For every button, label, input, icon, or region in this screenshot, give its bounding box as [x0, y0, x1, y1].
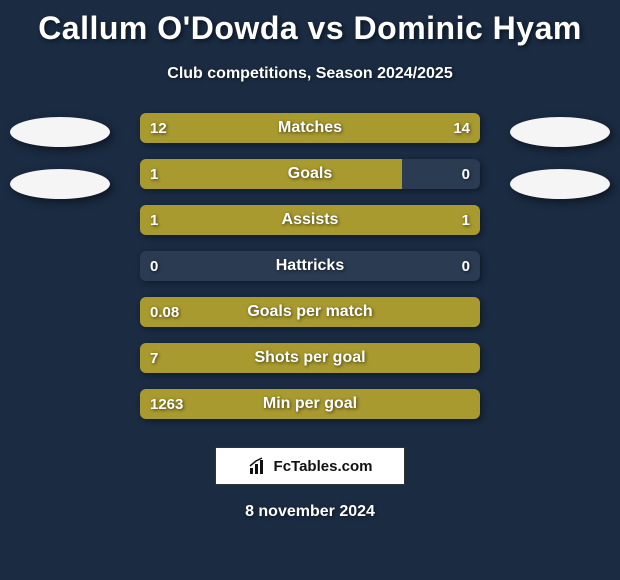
stat-row: Hattricks0 0: [140, 251, 480, 281]
comparison-chart: Matches1214Goals10Assists11Hattricks00Go…: [0, 113, 620, 419]
stat-row: Assists11: [140, 205, 480, 235]
club-logo-placeholder: [510, 117, 610, 147]
stat-row: Goals10: [140, 159, 480, 189]
chart-icon: [248, 456, 268, 476]
club-logo-placeholder: [10, 117, 110, 147]
stat-value-right: 0: [462, 251, 470, 281]
stat-row: Shots per goal7: [140, 343, 480, 373]
stat-value-right: 0: [462, 159, 470, 189]
stat-value-left: 0: [150, 251, 158, 281]
stat-row: Goals per match0.08: [140, 297, 480, 327]
bar-fill-left: [140, 343, 480, 373]
bar-fill-right: [310, 205, 480, 235]
club-logo-placeholder: [10, 169, 110, 199]
stat-row: Matches1214: [140, 113, 480, 143]
bars-container: Matches1214Goals10Assists11Hattricks00Go…: [140, 113, 480, 419]
bar-fill-left: [140, 297, 480, 327]
bar-fill-left: [140, 113, 296, 143]
credit-badge: FcTables.com: [215, 447, 405, 485]
subtitle: Club competitions, Season 2024/2025: [0, 65, 620, 83]
bar-fill-left: [140, 159, 402, 189]
page-title: Callum O'Dowda vs Dominic Hyam: [0, 0, 620, 47]
player-right-logos: [510, 113, 610, 203]
stat-label: Hattricks: [140, 251, 480, 281]
date-label: 8 november 2024: [0, 503, 620, 521]
stat-row: Min per goal1263: [140, 389, 480, 419]
bar-fill-left: [140, 205, 310, 235]
bar-fill-right: [296, 113, 480, 143]
credit-text: FcTables.com: [274, 458, 373, 475]
bar-fill-left: [140, 389, 480, 419]
club-logo-placeholder: [510, 169, 610, 199]
player-left-logos: [10, 113, 110, 203]
